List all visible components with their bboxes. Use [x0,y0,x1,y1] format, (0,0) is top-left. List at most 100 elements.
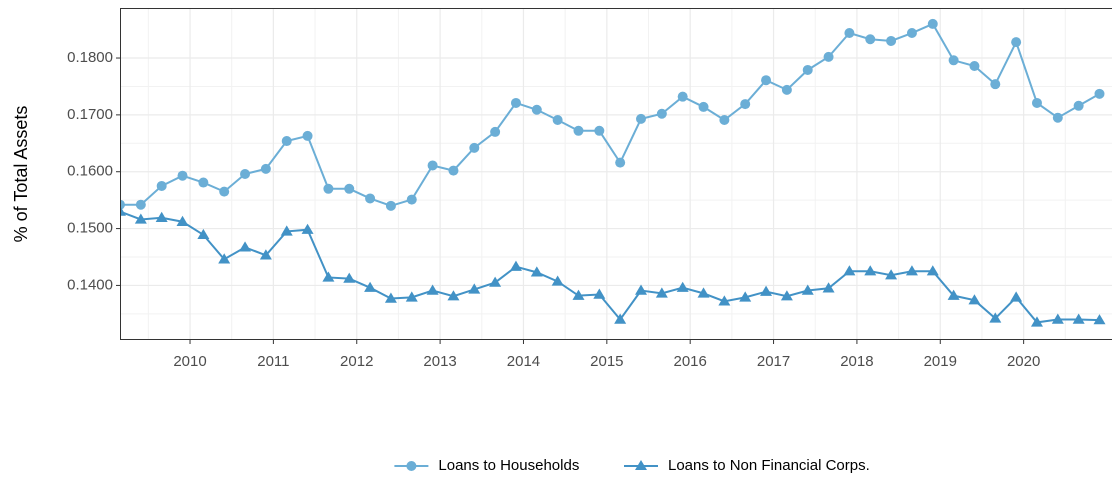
point [385,200,396,211]
point [1031,97,1042,108]
point [1051,313,1064,324]
point [761,75,772,86]
point [260,163,271,174]
point [1030,316,1043,327]
point [384,292,397,303]
point [344,183,355,194]
point [239,241,252,252]
point [405,291,418,302]
series-line [120,22,1100,207]
y-tick-label: 0.1600 [67,163,113,180]
point [509,260,522,271]
point [531,104,542,115]
point [698,101,709,112]
point [1094,88,1105,99]
point [948,55,959,66]
point [822,282,835,293]
x-tick-label: 2011 [257,353,289,370]
point [656,108,667,119]
point [426,284,439,295]
legend-key-marker [406,461,417,471]
x-tick-label: 2015 [590,353,623,370]
point [198,177,209,188]
point [302,130,313,141]
point [885,269,898,280]
point [593,288,606,299]
point [552,114,563,125]
point [323,183,334,194]
x-tick-label: 2016 [674,353,707,370]
point [594,125,605,136]
point [156,180,167,191]
y-tick-label: 0.1400 [67,276,113,293]
point [447,290,460,301]
point [427,160,438,171]
point [780,290,793,301]
point [1011,37,1022,48]
point [551,275,564,286]
point [905,265,918,276]
point [406,194,417,205]
x-tick-label: 2013 [423,353,456,370]
point [614,313,627,324]
y-tick-label: 0.1800 [67,49,113,66]
plot-border [120,8,1112,340]
point [927,18,938,29]
point [218,253,231,264]
point [636,113,647,124]
point [155,211,168,222]
point [120,199,125,210]
y-tick-label: 0.1700 [67,106,113,123]
point [489,276,502,287]
legend-label: Loans to Households [438,457,579,474]
point [677,91,688,102]
point [1052,112,1063,123]
legend-label: Loans to Non Financial Corps. [668,457,870,474]
point [1093,314,1106,325]
point [886,35,897,46]
point [697,287,710,298]
point [823,51,834,62]
point [240,169,251,179]
legend: Loans to Households Loans to Non Financia… [394,457,870,474]
point [1010,291,1023,302]
point [448,165,459,176]
point [926,265,939,276]
point [469,142,480,153]
point [280,225,293,236]
point [1072,313,1085,324]
point [844,28,855,39]
point [864,265,877,276]
point [1073,100,1084,111]
point [865,34,876,45]
point [120,205,126,216]
point [301,223,314,234]
point [281,136,292,147]
point [468,283,481,294]
point [176,215,189,226]
point [739,291,752,302]
point [760,285,773,296]
point [906,28,917,39]
x-tick-label: 2020 [1007,353,1040,370]
point [510,97,521,108]
x-tick-label: 2019 [924,353,957,370]
point [843,265,856,276]
point [676,281,689,292]
point [990,79,1001,90]
point [801,284,814,295]
point [947,289,960,300]
point [718,295,731,306]
x-tick-label: 2010 [173,353,206,370]
point [969,60,980,71]
point [197,228,210,240]
point [490,126,501,137]
point [719,114,730,125]
y-tick-label: 0.1500 [67,220,113,237]
x-tick-label: 2017 [757,353,790,370]
point [219,186,230,197]
point [572,289,585,300]
point [134,213,147,224]
point [573,125,584,136]
